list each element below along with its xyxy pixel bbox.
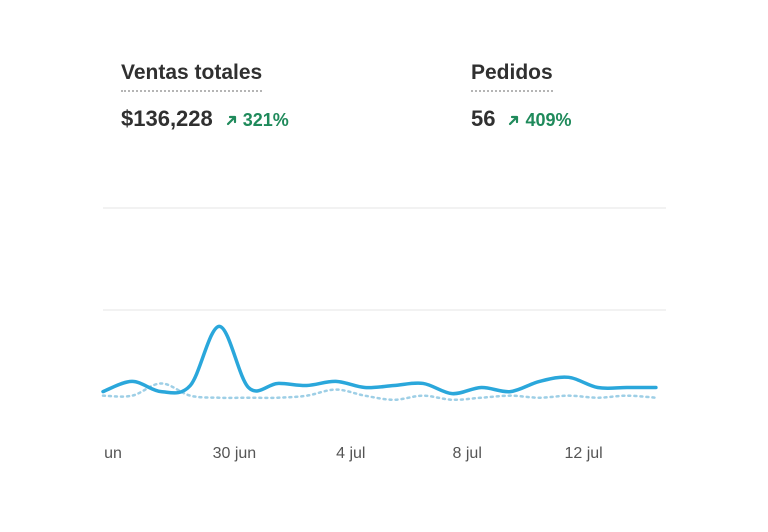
x-tick-label: 4 jul [336, 445, 365, 462]
total-sales-value: $136,228 [121, 106, 213, 131]
arrow-up-right-icon [226, 115, 236, 126]
orders-change-percent: 409% [525, 110, 572, 130]
grid-lines [103, 207, 666, 311]
metric-total-sales: Ventas totales $136,228 321% [121, 60, 289, 132]
chart-series [101, 324, 658, 402]
x-tick-label: un [104, 445, 122, 462]
series-line-comparison [101, 382, 658, 402]
series-line-current [101, 324, 658, 396]
orders-change: 409% [507, 110, 572, 131]
total-sales-change: 321% [225, 110, 289, 131]
x-axis-ticks: un 30 jun 4 jul 8 jul 12 jul [104, 445, 603, 462]
metric-orders: Pedidos 56 409% [471, 60, 572, 132]
x-tick-label: 12 jul [564, 445, 602, 462]
arrow-up-right-icon [509, 115, 519, 126]
x-tick-label: 30 jun [213, 445, 257, 462]
orders-value: 56 [471, 106, 496, 131]
total-sales-row: $136,228 321% [121, 106, 289, 132]
x-tick-label: 8 jul [453, 445, 482, 462]
total-sales-label[interactable]: Ventas totales [121, 60, 263, 92]
total-sales-change-percent: 321% [242, 110, 289, 130]
orders-row: 56 409% [471, 106, 572, 132]
orders-label[interactable]: Pedidos [471, 60, 553, 92]
